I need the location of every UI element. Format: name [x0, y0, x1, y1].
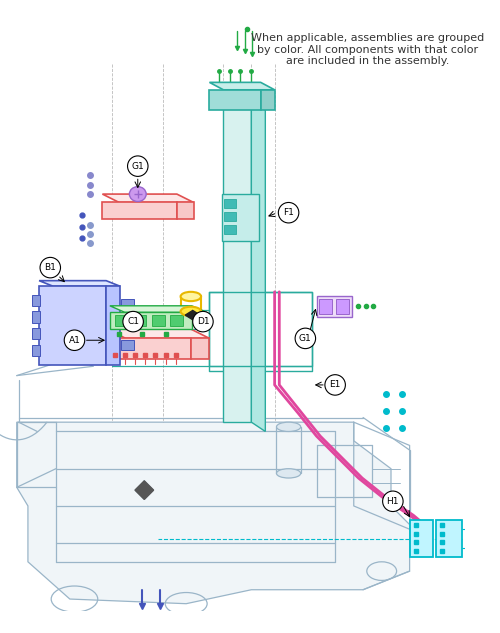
Text: F1: F1: [283, 208, 294, 217]
FancyBboxPatch shape: [32, 311, 40, 323]
Polygon shape: [177, 203, 194, 219]
Ellipse shape: [180, 307, 201, 316]
Circle shape: [192, 311, 213, 332]
FancyBboxPatch shape: [224, 225, 235, 234]
Polygon shape: [186, 310, 200, 320]
Polygon shape: [39, 280, 120, 286]
FancyBboxPatch shape: [336, 299, 349, 314]
Polygon shape: [222, 194, 259, 241]
Ellipse shape: [130, 187, 146, 201]
FancyBboxPatch shape: [224, 199, 235, 208]
Circle shape: [64, 330, 84, 351]
FancyBboxPatch shape: [152, 315, 165, 326]
Polygon shape: [210, 90, 260, 110]
Polygon shape: [110, 312, 192, 329]
Ellipse shape: [180, 292, 201, 301]
Text: B1: B1: [44, 263, 56, 272]
Polygon shape: [17, 422, 409, 604]
Polygon shape: [252, 101, 266, 432]
Polygon shape: [135, 481, 154, 499]
Text: E1: E1: [330, 380, 341, 389]
Ellipse shape: [276, 422, 300, 432]
Circle shape: [40, 258, 60, 278]
Text: D1: D1: [196, 317, 209, 326]
Polygon shape: [110, 306, 206, 312]
FancyBboxPatch shape: [133, 315, 146, 326]
Circle shape: [382, 491, 403, 511]
Polygon shape: [102, 203, 177, 219]
FancyBboxPatch shape: [320, 299, 332, 314]
FancyBboxPatch shape: [114, 315, 128, 326]
Ellipse shape: [276, 468, 300, 478]
FancyBboxPatch shape: [170, 315, 183, 326]
Polygon shape: [39, 286, 106, 365]
Text: G1: G1: [132, 161, 144, 171]
Text: A1: A1: [68, 335, 80, 345]
Circle shape: [123, 311, 144, 332]
FancyBboxPatch shape: [121, 299, 134, 308]
Polygon shape: [260, 90, 274, 110]
FancyBboxPatch shape: [121, 341, 134, 349]
Polygon shape: [224, 101, 252, 422]
FancyBboxPatch shape: [224, 212, 235, 221]
Polygon shape: [191, 339, 210, 359]
Circle shape: [325, 375, 345, 395]
Text: G1: G1: [299, 334, 312, 343]
Text: C1: C1: [127, 317, 139, 326]
Polygon shape: [107, 329, 210, 339]
Circle shape: [278, 203, 299, 223]
Circle shape: [128, 156, 148, 177]
FancyBboxPatch shape: [32, 294, 40, 306]
FancyBboxPatch shape: [410, 520, 433, 557]
Polygon shape: [102, 194, 194, 203]
Polygon shape: [107, 339, 191, 359]
Text: H1: H1: [386, 497, 399, 506]
FancyBboxPatch shape: [32, 328, 40, 339]
Text: When applicable, assemblies are grouped
by color. All components with that color: When applicable, assemblies are grouped …: [251, 33, 484, 66]
Circle shape: [295, 328, 316, 349]
Polygon shape: [210, 82, 274, 90]
FancyBboxPatch shape: [121, 320, 134, 329]
FancyBboxPatch shape: [436, 520, 462, 557]
Polygon shape: [106, 286, 120, 365]
FancyBboxPatch shape: [316, 296, 352, 317]
FancyBboxPatch shape: [32, 345, 40, 356]
